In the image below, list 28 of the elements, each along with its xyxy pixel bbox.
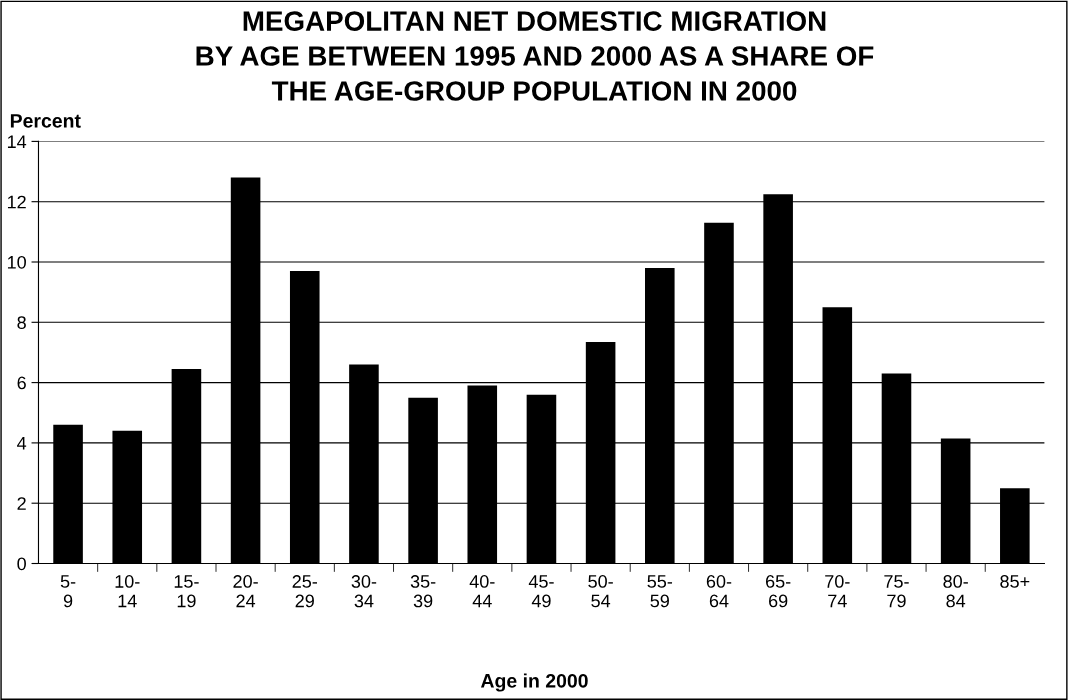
x-tick-label: 85+ bbox=[1000, 575, 1030, 588]
y-tick-label: 8 bbox=[17, 316, 26, 330]
y-tick-label: 0 bbox=[17, 557, 26, 571]
x-tick-label: 70- 74 bbox=[825, 575, 850, 608]
x-tick-label: 55- 59 bbox=[647, 575, 673, 608]
y-tick-label: 14 bbox=[7, 135, 27, 148]
x-tick-label: 40- 44 bbox=[469, 575, 495, 608]
y-tick-label: 10 bbox=[7, 255, 26, 269]
y-tick-label: 6 bbox=[17, 376, 26, 390]
y-tick-label: 2 bbox=[17, 497, 26, 510]
x-tick-label: 60- 64 bbox=[706, 575, 732, 608]
x-tick-label: 15- 19 bbox=[174, 575, 199, 608]
x-tick-label: 5- 9 bbox=[60, 575, 76, 608]
y-tick-label: 4 bbox=[17, 437, 27, 450]
x-tick-label: 30- 34 bbox=[351, 575, 377, 608]
x-tick-label: 75- 79 bbox=[884, 575, 909, 608]
x-tick-label: 65- 69 bbox=[766, 575, 791, 608]
x-tick-label: 50- 54 bbox=[588, 575, 613, 608]
chart-title: MEGAPOLITAN NET DOMESTIC MIGRATION BY AGE BETWEEN 1995 AND 2000 AS A SHARE OF THE AGE-GROUP POPULATION IN 2000 bbox=[196, 11, 874, 101]
x-tick-label: 10- 14 bbox=[115, 575, 140, 608]
x-tick-label: 45- 49 bbox=[528, 575, 554, 608]
x-tick-label: 35- 39 bbox=[410, 575, 436, 608]
x-axis-title: Age in 2000 bbox=[480, 673, 588, 692]
x-tick-label: 25- 29 bbox=[292, 575, 318, 608]
y-tick-label: 12 bbox=[7, 195, 26, 209]
y-axis-title: Percent bbox=[10, 114, 81, 128]
x-tick-label: 20- 24 bbox=[233, 575, 258, 608]
x-tick-label: 80- 84 bbox=[943, 575, 968, 608]
